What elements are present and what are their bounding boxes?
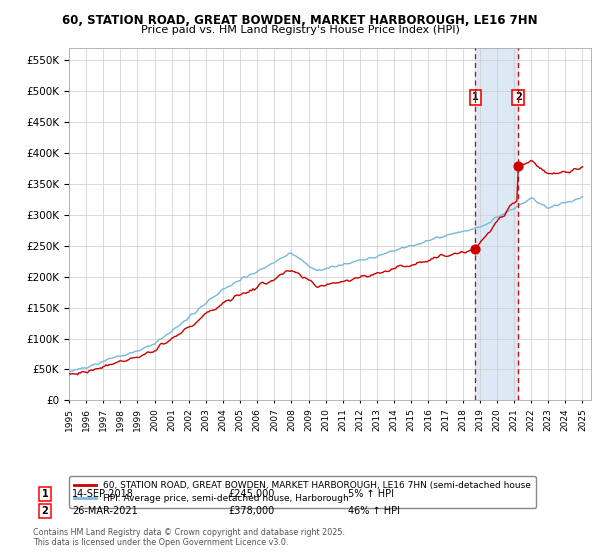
Text: Contains HM Land Registry data © Crown copyright and database right 2025.
This d: Contains HM Land Registry data © Crown c…	[33, 528, 345, 547]
Text: £378,000: £378,000	[228, 506, 274, 516]
Text: Price paid vs. HM Land Registry's House Price Index (HPI): Price paid vs. HM Land Registry's House …	[140, 25, 460, 35]
Legend: 60, STATION ROAD, GREAT BOWDEN, MARKET HARBOROUGH, LE16 7HN (semi-detached house: 60, STATION ROAD, GREAT BOWDEN, MARKET H…	[69, 476, 536, 508]
Point	[470, 244, 480, 253]
Text: 1: 1	[41, 489, 49, 499]
Text: 26-MAR-2021: 26-MAR-2021	[72, 506, 138, 516]
Text: 5% ↑ HPI: 5% ↑ HPI	[348, 489, 394, 499]
Text: 1: 1	[472, 92, 479, 102]
Text: £245,000: £245,000	[228, 489, 274, 499]
Text: 2: 2	[515, 92, 521, 102]
Text: 2: 2	[41, 506, 49, 516]
Text: 60, STATION ROAD, GREAT BOWDEN, MARKET HARBOROUGH, LE16 7HN: 60, STATION ROAD, GREAT BOWDEN, MARKET H…	[62, 14, 538, 27]
Bar	[475, 48, 518, 400]
Text: 46% ↑ HPI: 46% ↑ HPI	[348, 506, 400, 516]
Text: 14-SEP-2018: 14-SEP-2018	[72, 489, 134, 499]
Point	[514, 162, 523, 171]
